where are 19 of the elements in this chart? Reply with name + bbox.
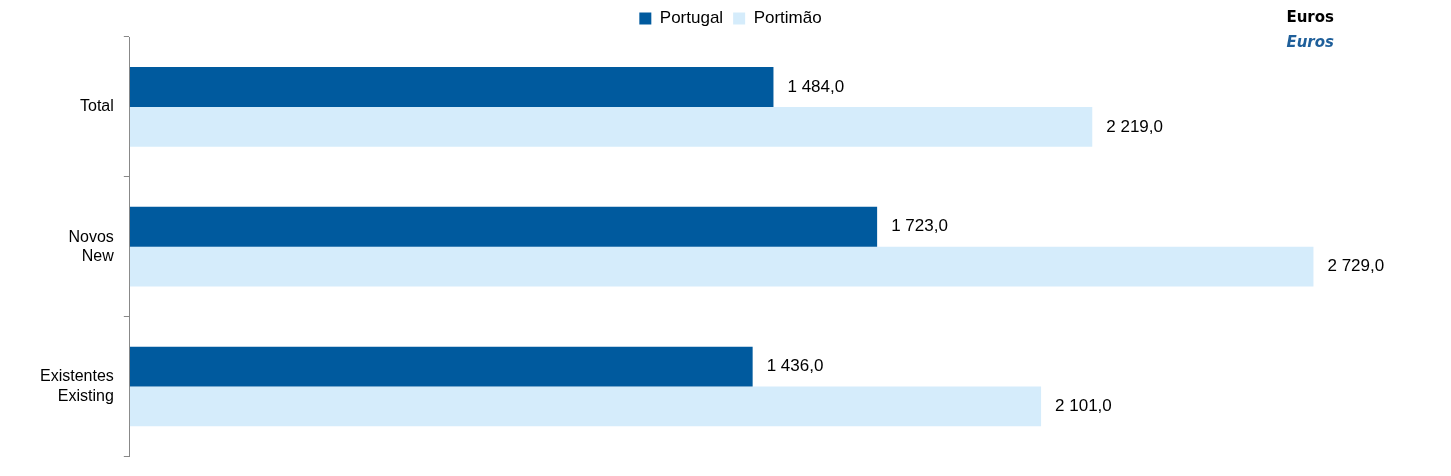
legend-label: Portugal [659,8,724,28]
data-label: 1 436,0 [766,356,824,376]
data-label: 2 101,0 [1055,396,1112,416]
data-label: 1 723,0 [891,216,948,236]
legend-label: Portimão [753,8,822,28]
text: Euros [1286,8,1334,26]
bar [129,67,774,107]
data-label: 1 484,0 [787,76,845,96]
data-label: 2 219,0 [1106,116,1163,136]
y-tick-label: Existentes Existing [40,367,114,404]
bar [129,106,1093,147]
bar [129,346,753,387]
annotation: Euros [1286,33,1334,51]
data-label: 2 729,0 [1327,256,1385,276]
bar [129,246,1314,287]
bar [129,206,878,247]
y-tick-label: Total [80,97,114,115]
bar [129,386,1042,427]
y-tick-label: Novos New [68,227,115,264]
